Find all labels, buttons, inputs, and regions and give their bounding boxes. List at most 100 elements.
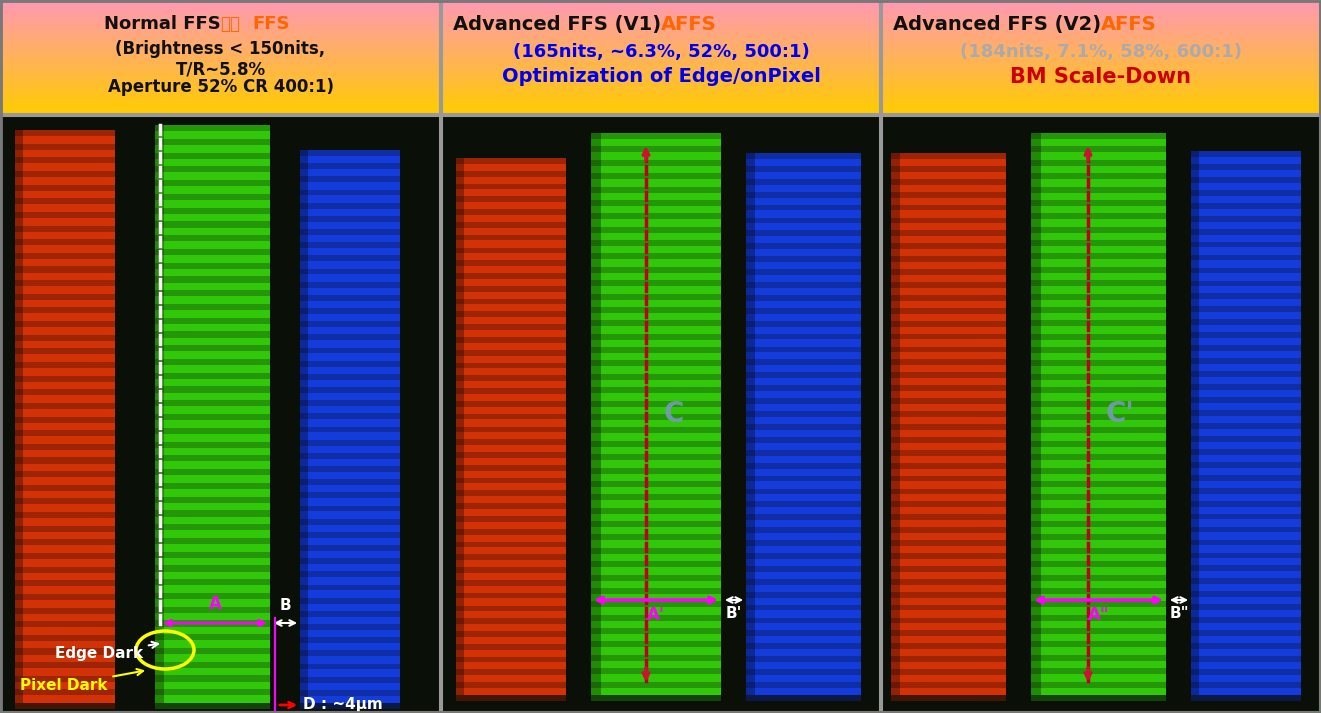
Bar bbox=[890, 463, 1007, 468]
Text: B": B" bbox=[1169, 606, 1189, 621]
Bar bbox=[15, 130, 115, 703]
Bar bbox=[155, 345, 269, 352]
Bar bbox=[590, 441, 721, 447]
Bar bbox=[155, 441, 269, 448]
Bar bbox=[1192, 294, 1301, 299]
Bar bbox=[1030, 173, 1166, 179]
Bar bbox=[300, 202, 400, 209]
Bar bbox=[15, 403, 115, 409]
Bar bbox=[746, 282, 861, 288]
Bar bbox=[890, 179, 1007, 185]
Bar bbox=[1030, 588, 1166, 594]
Bar bbox=[590, 561, 721, 568]
Bar bbox=[590, 535, 721, 540]
Bar bbox=[1192, 358, 1301, 364]
Bar bbox=[746, 153, 861, 159]
Bar bbox=[456, 414, 565, 419]
Bar bbox=[1192, 669, 1301, 675]
Bar bbox=[1030, 280, 1166, 286]
Bar bbox=[1192, 449, 1301, 455]
Text: (184nits, 7.1%, 58%, 600:1): (184nits, 7.1%, 58%, 600:1) bbox=[960, 43, 1242, 61]
Text: A': A' bbox=[647, 606, 664, 624]
Bar bbox=[890, 398, 1007, 404]
Bar bbox=[300, 703, 400, 709]
Bar bbox=[155, 318, 269, 324]
Bar bbox=[1030, 374, 1166, 380]
Bar bbox=[155, 593, 269, 599]
Bar bbox=[456, 375, 565, 381]
Text: FFS: FFS bbox=[252, 15, 291, 33]
Bar bbox=[155, 703, 269, 709]
Bar bbox=[1030, 468, 1166, 473]
Bar bbox=[590, 508, 721, 513]
Bar bbox=[746, 476, 861, 481]
Bar bbox=[456, 631, 565, 637]
Bar bbox=[1192, 332, 1301, 338]
Bar bbox=[746, 321, 861, 327]
Bar bbox=[456, 452, 565, 458]
Bar bbox=[746, 488, 861, 494]
Bar bbox=[300, 229, 400, 235]
Bar bbox=[155, 524, 269, 530]
Bar bbox=[300, 506, 400, 511]
Bar bbox=[890, 553, 1007, 559]
Bar bbox=[155, 249, 269, 255]
Bar bbox=[746, 256, 861, 262]
Bar bbox=[890, 153, 1007, 695]
Bar bbox=[300, 440, 400, 446]
Bar bbox=[746, 385, 861, 391]
Bar bbox=[1030, 414, 1166, 420]
Text: C: C bbox=[664, 400, 684, 428]
Bar bbox=[300, 347, 400, 354]
Bar bbox=[1192, 384, 1301, 390]
Bar bbox=[456, 286, 565, 292]
Bar bbox=[300, 255, 400, 261]
Bar bbox=[890, 450, 1007, 456]
Bar bbox=[155, 194, 269, 200]
Bar bbox=[15, 621, 115, 627]
Bar bbox=[1192, 151, 1199, 695]
Bar bbox=[15, 430, 115, 436]
Bar bbox=[456, 337, 565, 343]
Bar bbox=[1030, 401, 1166, 406]
Bar bbox=[746, 540, 861, 546]
Bar bbox=[155, 565, 269, 572]
Bar bbox=[1030, 454, 1166, 460]
Bar bbox=[1030, 548, 1166, 554]
Bar bbox=[590, 454, 721, 460]
Bar bbox=[890, 488, 1007, 494]
Bar bbox=[456, 465, 565, 471]
Bar bbox=[15, 185, 115, 190]
Bar bbox=[890, 670, 1007, 675]
Bar bbox=[300, 321, 400, 327]
Bar bbox=[155, 456, 269, 461]
Bar bbox=[890, 424, 1007, 430]
Bar bbox=[15, 594, 115, 600]
Bar bbox=[155, 207, 269, 214]
Bar bbox=[155, 538, 269, 544]
Bar bbox=[456, 158, 565, 164]
Bar bbox=[15, 676, 115, 682]
Bar bbox=[890, 566, 1007, 572]
Bar bbox=[890, 437, 1007, 443]
Bar bbox=[155, 359, 269, 365]
Bar bbox=[1030, 427, 1166, 434]
Bar bbox=[1192, 151, 1301, 695]
Bar bbox=[1030, 575, 1166, 580]
Bar bbox=[1192, 501, 1301, 506]
Bar bbox=[746, 643, 861, 650]
Bar bbox=[155, 483, 269, 489]
Bar bbox=[1192, 462, 1301, 468]
Bar bbox=[456, 567, 565, 573]
Bar bbox=[456, 183, 565, 190]
Bar bbox=[890, 682, 1007, 688]
Bar bbox=[746, 579, 861, 585]
Bar bbox=[1030, 481, 1166, 487]
Bar bbox=[1030, 494, 1166, 501]
Bar bbox=[890, 256, 1007, 262]
Bar bbox=[746, 334, 861, 339]
Text: Pixel Dark: Pixel Dark bbox=[20, 669, 143, 693]
Bar bbox=[300, 585, 400, 590]
Bar bbox=[15, 648, 115, 655]
Text: Edge Dark: Edge Dark bbox=[55, 642, 159, 661]
